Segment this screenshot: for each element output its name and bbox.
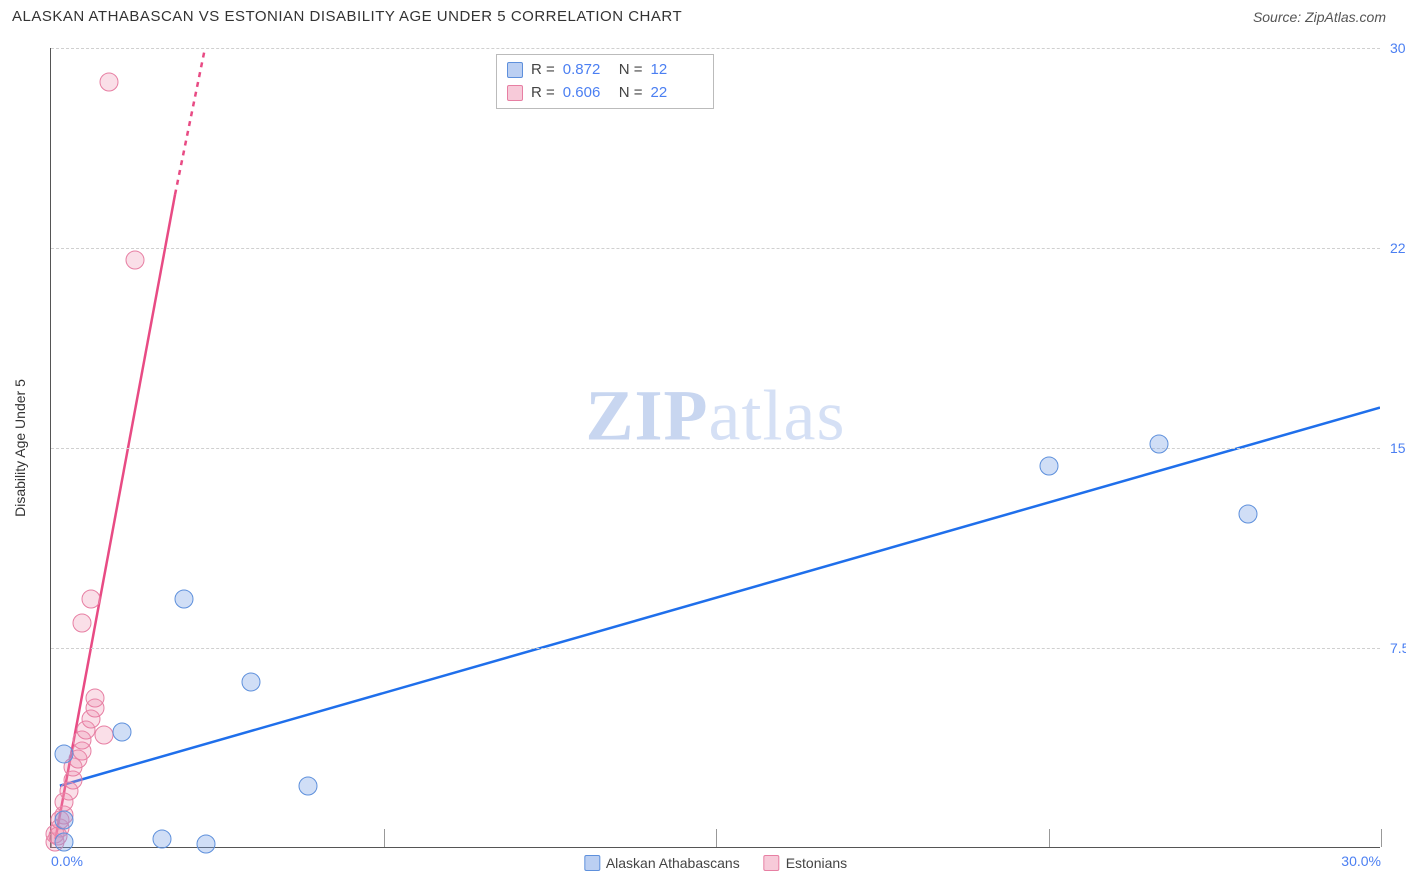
gridline-h [51,48,1380,49]
scatter-point-blue [55,832,74,851]
n-label: N = [619,82,643,105]
scatter-point-blue [1039,456,1058,475]
scatter-point-pink [126,251,145,270]
x-tick [1049,829,1050,847]
n-value-blue: 12 [651,59,699,82]
r-label: R = [531,59,555,82]
swatch-pink [507,85,523,101]
trend-line [60,408,1380,786]
swatch-blue [584,855,600,871]
scatter-point-blue [55,744,74,763]
gridline-h [51,448,1380,449]
scatter-point-blue [112,723,131,742]
stats-row-pink: R = 0.606 N = 22 [507,82,699,105]
y-axis-label: Disability Age Under 5 [12,379,28,517]
x-tick [716,829,717,847]
scatter-point-blue [152,830,171,849]
x-tick-label-max: 30.0% [1341,853,1381,869]
x-tick [1381,829,1382,847]
legend-label-pink: Estonians [786,855,847,871]
r-value-pink: 0.606 [563,82,611,105]
n-label: N = [619,59,643,82]
y-tick-label: 22.5% [1390,240,1406,256]
x-tick-label-min: 0.0% [51,853,83,869]
watermark: ZIPatlas [586,374,846,457]
y-tick-label: 7.5% [1390,640,1406,656]
watermark-zip: ZIP [586,375,709,455]
swatch-blue [507,62,523,78]
legend-item-pink: Estonians [764,855,847,871]
scatter-point-pink [73,614,92,633]
plot-area: ZIPatlas R = 0.872 N = 12 R = 0.606 N = … [50,48,1380,848]
bottom-legend: Alaskan Athabascans Estonians [584,855,847,871]
scatter-point-pink [81,590,100,609]
scatter-point-blue [55,811,74,830]
scatter-point-blue [241,672,260,691]
chart-title: ALASKAN ATHABASCAN VS ESTONIAN DISABILIT… [12,8,682,25]
stats-legend-box: R = 0.872 N = 12 R = 0.606 N = 22 [496,54,714,109]
scatter-point-pink [86,688,105,707]
trend-line [175,48,210,194]
r-value-blue: 0.872 [563,59,611,82]
scatter-point-blue [197,835,216,854]
n-value-pink: 22 [651,82,699,105]
scatter-point-blue [175,590,194,609]
r-label: R = [531,82,555,105]
gridline-h [51,248,1380,249]
source-attribution: Source: ZipAtlas.com [1253,9,1386,25]
scatter-point-pink [99,72,118,91]
y-tick-label: 30.0% [1390,40,1406,56]
legend-item-blue: Alaskan Athabascans [584,855,740,871]
watermark-atlas: atlas [709,375,846,455]
chart-container: Disability Age Under 5 ZIPatlas R = 0.87… [50,48,1380,848]
swatch-pink [764,855,780,871]
header: ALASKAN ATHABASCAN VS ESTONIAN DISABILIT… [0,0,1406,29]
legend-label-blue: Alaskan Athabascans [606,855,740,871]
scatter-point-blue [1150,435,1169,454]
y-tick-label: 15.0% [1390,440,1406,456]
scatter-point-blue [1239,504,1258,523]
scatter-point-blue [299,776,318,795]
gridline-h [51,648,1380,649]
x-tick [384,829,385,847]
stats-row-blue: R = 0.872 N = 12 [507,59,699,82]
scatter-point-pink [95,726,114,745]
